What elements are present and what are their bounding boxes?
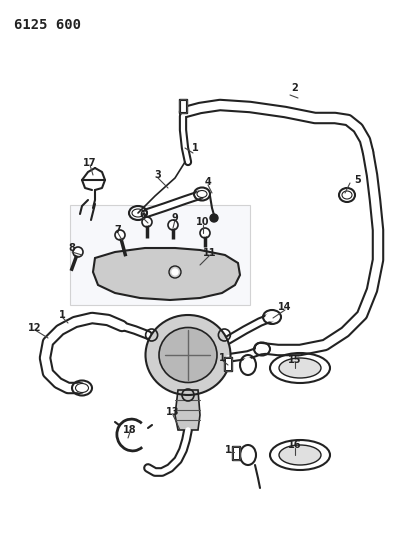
Ellipse shape	[279, 445, 321, 465]
Bar	[233, 447, 239, 459]
Text: 7: 7	[115, 225, 121, 235]
Text: 9: 9	[172, 213, 178, 223]
Bar	[225, 358, 231, 370]
Circle shape	[144, 219, 150, 225]
Text: 16: 16	[288, 440, 302, 450]
Bar	[232, 446, 240, 460]
Bar	[180, 100, 186, 112]
Ellipse shape	[257, 345, 267, 352]
Circle shape	[172, 269, 178, 275]
Bar	[233, 447, 239, 459]
Text: 12: 12	[28, 323, 42, 333]
Circle shape	[202, 230, 208, 236]
Polygon shape	[93, 248, 240, 300]
Text: 5: 5	[355, 175, 361, 185]
Ellipse shape	[266, 313, 278, 321]
Circle shape	[75, 249, 81, 255]
Text: 6125 600: 6125 600	[14, 18, 81, 32]
Text: 11: 11	[203, 248, 217, 258]
Text: 3: 3	[155, 170, 162, 180]
Text: 4: 4	[205, 177, 211, 187]
Ellipse shape	[342, 191, 352, 199]
Text: 2: 2	[292, 83, 298, 93]
Text: 8: 8	[69, 243, 75, 253]
Circle shape	[117, 232, 123, 238]
Text: 18: 18	[123, 425, 137, 435]
Ellipse shape	[159, 327, 217, 383]
Ellipse shape	[243, 358, 253, 372]
Ellipse shape	[132, 209, 144, 217]
Text: 6: 6	[140, 210, 146, 220]
Text: 10: 10	[196, 217, 210, 227]
Ellipse shape	[75, 384, 89, 392]
Polygon shape	[175, 390, 200, 430]
Bar	[180, 100, 186, 112]
Ellipse shape	[279, 358, 321, 378]
Circle shape	[210, 214, 218, 222]
Polygon shape	[70, 205, 250, 305]
Bar	[225, 358, 231, 370]
Text: 17: 17	[83, 158, 97, 168]
Text: 1: 1	[219, 353, 225, 363]
Ellipse shape	[146, 315, 231, 395]
Text: 14: 14	[278, 302, 292, 312]
Bar	[224, 357, 232, 371]
Bar	[179, 99, 187, 113]
Circle shape	[170, 222, 176, 228]
Text: 15: 15	[288, 355, 302, 365]
Ellipse shape	[243, 448, 253, 462]
Ellipse shape	[197, 190, 207, 198]
Text: 13: 13	[166, 407, 180, 417]
Text: 1: 1	[59, 310, 65, 320]
Text: 1: 1	[192, 143, 198, 153]
Text: 1: 1	[225, 445, 231, 455]
